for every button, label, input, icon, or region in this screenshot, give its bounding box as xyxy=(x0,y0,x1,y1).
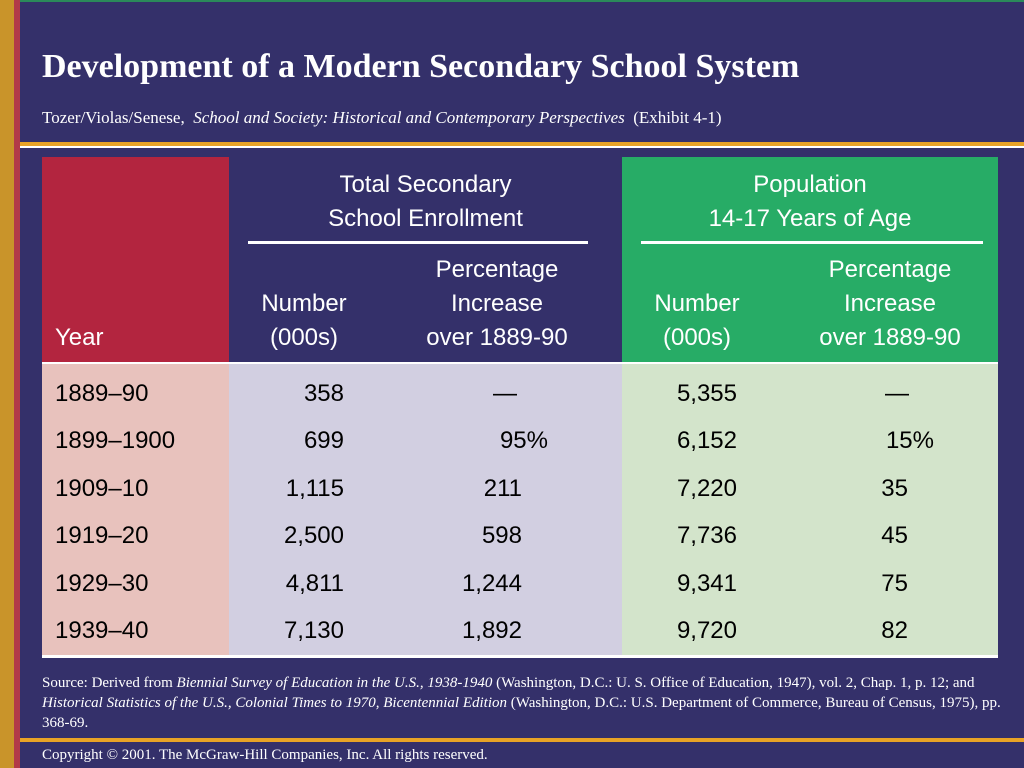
copyright-notice: Copyright © 2001. The McGraw-Hill Compan… xyxy=(42,747,488,763)
population-number-cell: 9,341 xyxy=(676,570,737,597)
source-note: Source: Derived from Biennial Survey of … xyxy=(42,673,1002,733)
year-cell: 1929–30 xyxy=(55,570,149,597)
population-pct-cell: 35 xyxy=(881,475,908,502)
enrollment-number-cell: 7,130 xyxy=(283,617,344,644)
population-number-cell: 5,355 xyxy=(676,380,737,407)
enrollment-number-cell: 358 xyxy=(303,380,344,407)
slide-subtitle: Tozer/Violas/Senese, School and Society:… xyxy=(42,108,722,128)
year-column-header: Year xyxy=(55,324,104,351)
source-suffix: (Washington, D.C.: U.S. Department of Co… xyxy=(42,695,1001,731)
source-title-2: Historical Statistics of the U.S., Colon… xyxy=(42,695,507,711)
footer-divider-orange xyxy=(20,738,1024,742)
population-group-line1: Population xyxy=(753,171,867,198)
year-header-panel xyxy=(42,157,229,362)
population-number-cell: 7,220 xyxy=(676,475,737,502)
enrollment-pct-header-line2: Increase xyxy=(450,290,544,317)
population-header-panel xyxy=(622,157,998,362)
subtitle-book: School and Society: Historical and Conte… xyxy=(193,108,625,127)
year-cell: 1899–1900 xyxy=(55,427,176,454)
enrollment-pct-header-line3: over 1889-90 xyxy=(426,324,568,351)
enrollment-number-cell: 2,500 xyxy=(283,522,344,549)
enrollment-pct-cell: 598 xyxy=(481,522,522,549)
enrollment-number-cell: 4,811 xyxy=(285,570,344,597)
population-pct-cell: 75 xyxy=(881,570,908,597)
year-cell: 1919–20 xyxy=(55,522,149,549)
enrollment-header-panel xyxy=(229,157,622,362)
enrollment-pct-cell: 211 xyxy=(483,475,522,502)
enrollment-number-cell: 699 xyxy=(303,427,344,454)
enrollment-number-header: Number (000s) xyxy=(229,287,379,355)
enrollment-pct-cell: 1,244 xyxy=(461,570,522,597)
population-number-cell: 6,152 xyxy=(676,427,737,454)
population-pct-cell: 45 xyxy=(881,522,908,549)
enrollment-group-line2: School Enrollment xyxy=(328,205,523,232)
header-body-rule xyxy=(42,362,998,364)
population-pct-header: Percentage Increase over 1889-90 xyxy=(785,253,995,355)
population-group-line2: 14-17 Years of Age xyxy=(708,205,912,232)
population-pct-header-line2: Increase xyxy=(843,290,937,317)
enrollment-number-cell: 1,115 xyxy=(285,475,344,502)
population-number-cell: 7,736 xyxy=(676,522,737,549)
population-pct-cell: 15% xyxy=(885,427,934,454)
population-number-header-line1: Number xyxy=(654,290,740,317)
population-pct-header-line3: over 1889-90 xyxy=(819,324,961,351)
header-divider-orange xyxy=(20,142,1024,146)
population-number-header-line2: (000s) xyxy=(662,324,732,351)
left-stripe-red xyxy=(14,0,20,768)
population-group-underline xyxy=(641,241,983,244)
year-cell: 1889–90 xyxy=(55,380,149,407)
year-cell: 1909–10 xyxy=(55,475,149,502)
enrollment-pct-header-line1: Percentage xyxy=(435,256,559,283)
enrollment-pct-header: Percentage Increase over 1889-90 xyxy=(392,253,602,355)
population-pct-cell: — xyxy=(885,380,909,407)
enrollment-pct-cell: 95% xyxy=(499,427,548,454)
population-pct-cell: 82 xyxy=(881,617,908,644)
population-group-header: Population 14-17 Years of Age xyxy=(622,168,998,236)
year-body-panel xyxy=(42,364,229,655)
enrollment-number-header-line1: Number xyxy=(261,290,347,317)
population-number-header: Number (000s) xyxy=(622,287,772,355)
slide-title: Development of a Modern Secondary School… xyxy=(42,48,800,85)
subtitle-authors: Tozer/Violas/Senese, xyxy=(42,108,185,127)
source-title-1: Biennial Survey of Education in the U.S.… xyxy=(176,675,493,691)
enrollment-pct-cell: 1,892 xyxy=(461,617,522,644)
population-pct-header-line1: Percentage xyxy=(828,256,952,283)
year-cell: 1939–40 xyxy=(55,617,149,644)
top-border xyxy=(0,0,1024,2)
left-stripe-gold xyxy=(0,0,14,768)
enrollment-number-header-line2: (000s) xyxy=(269,324,339,351)
table-bottom-rule xyxy=(42,655,998,658)
enrollment-body-panel xyxy=(229,364,622,655)
enrollment-group-line1: Total Secondary xyxy=(339,171,512,198)
source-middle: (Washington, D.C.: U. S. Office of Educa… xyxy=(492,675,975,691)
enrollment-pct-cell: — xyxy=(493,380,517,407)
subtitle-exhibit: (Exhibit 4-1) xyxy=(633,108,722,127)
header-divider-white xyxy=(20,146,1024,148)
enrollment-group-header: Total Secondary School Enrollment xyxy=(229,168,622,236)
population-body-panel xyxy=(622,364,998,655)
population-number-cell: 9,720 xyxy=(676,617,737,644)
enrollment-group-underline xyxy=(248,241,588,244)
source-prefix: Source: Derived from xyxy=(42,675,177,691)
